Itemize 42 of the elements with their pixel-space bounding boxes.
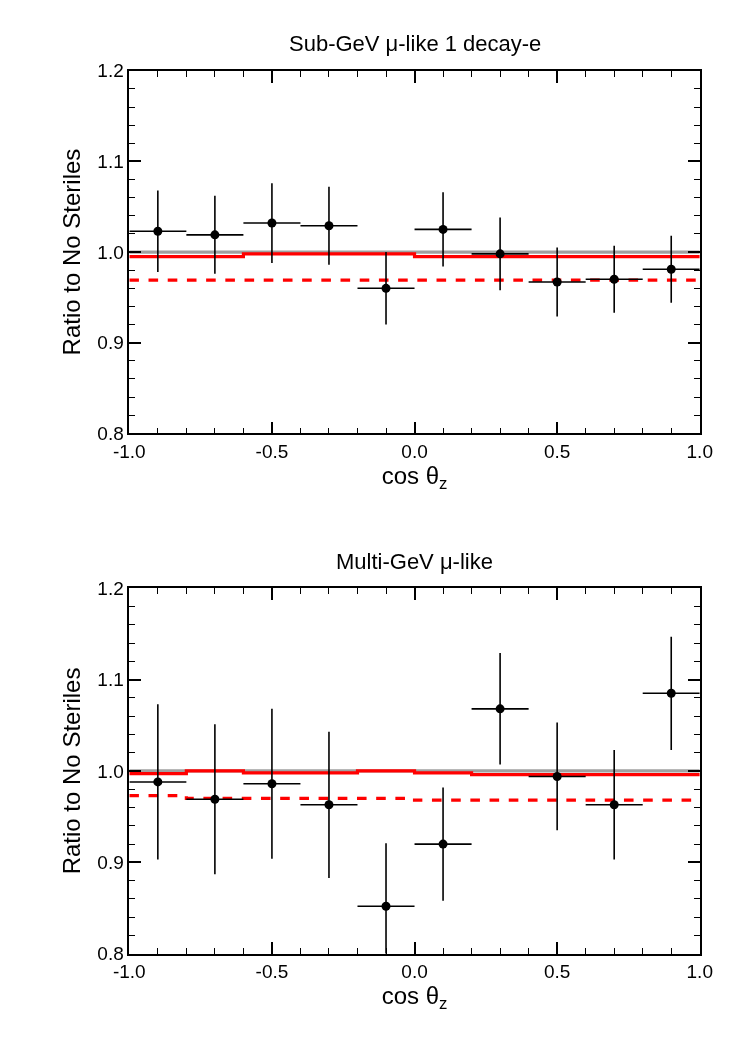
point: [324, 800, 334, 810]
point: [552, 771, 562, 781]
point: [666, 688, 676, 698]
y-tick-label: 1.1: [97, 669, 124, 691]
point: [267, 218, 277, 228]
chart-title: Multi-GeV μ-like: [336, 549, 493, 574]
x-tick-label: 1.0: [686, 961, 713, 983]
point: [495, 704, 505, 714]
y-tick-label: 1.0: [97, 241, 124, 263]
point: [210, 794, 220, 804]
x-tick-label: 0.0: [401, 961, 428, 983]
point: [381, 901, 391, 911]
y-axis-title: Ratio to No Steriles: [57, 667, 85, 875]
point: [153, 226, 163, 236]
x-tick-label: 0.0: [401, 440, 428, 462]
point: [381, 283, 391, 293]
x-tick-label: 1.0: [686, 440, 713, 462]
y-tick-label: 1.0: [97, 760, 124, 782]
y-tick-label: 0.9: [97, 852, 124, 874]
y-tick-label: 1.2: [97, 577, 124, 599]
point: [267, 779, 277, 789]
point: [438, 839, 448, 849]
point: [210, 230, 220, 240]
point: [153, 777, 163, 787]
chart-title: Sub-GeV μ-like 1 decay-e: [289, 31, 542, 56]
x-tick-label: 0.5: [543, 961, 571, 983]
point: [609, 800, 619, 810]
x-axis-title: cos θ$_{z}$: [381, 461, 448, 493]
x-tick-label: -0.5: [255, 440, 289, 462]
y-tick-label: 1.1: [97, 151, 124, 173]
x-axis-title: cos θ$_{z}$: [381, 982, 448, 1014]
point: [552, 277, 562, 287]
point: [438, 224, 448, 234]
x-tick-label: -0.5: [255, 961, 289, 983]
point: [495, 249, 505, 259]
point: [324, 221, 334, 231]
y-axis-title: Ratio to No Steriles: [57, 148, 85, 356]
point: [666, 264, 676, 274]
y-tick-label: 0.9: [97, 332, 124, 354]
point: [609, 274, 619, 284]
x-tick-label: 0.5: [543, 440, 571, 462]
y-tick-label: 1.2: [97, 60, 124, 82]
